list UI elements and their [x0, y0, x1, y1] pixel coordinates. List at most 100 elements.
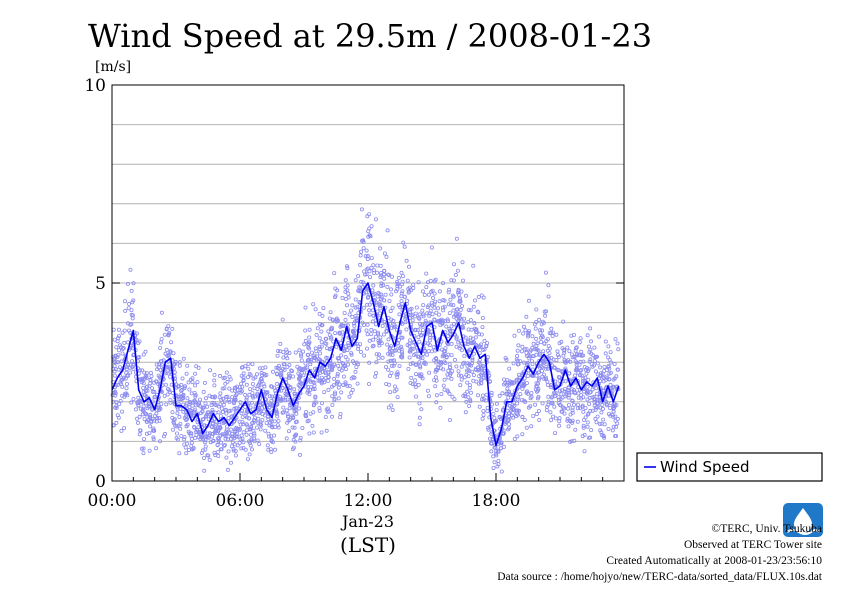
data-point — [474, 327, 479, 332]
data-point — [422, 323, 427, 328]
data-point — [443, 360, 448, 365]
data-point — [476, 310, 481, 315]
data-point — [287, 373, 292, 378]
data-point — [371, 313, 376, 318]
data-point — [395, 395, 400, 400]
data-point — [539, 339, 544, 344]
data-point — [343, 380, 348, 385]
data-point — [270, 440, 275, 445]
data-point — [133, 407, 138, 412]
data-point — [359, 279, 364, 284]
data-point — [269, 384, 274, 389]
data-point — [145, 406, 150, 411]
data-point — [141, 381, 146, 386]
data-point — [555, 349, 560, 354]
data-point — [233, 429, 238, 434]
data-point — [162, 332, 167, 337]
data-point — [400, 350, 405, 355]
data-point — [612, 402, 617, 407]
data-point — [116, 336, 121, 341]
data-point — [350, 303, 355, 308]
data-point — [410, 360, 415, 365]
data-point — [539, 368, 544, 373]
data-point — [530, 359, 535, 364]
data-point — [358, 342, 363, 347]
data-point — [222, 386, 227, 391]
data-point — [562, 406, 567, 411]
data-point — [524, 350, 529, 355]
data-point — [427, 370, 432, 375]
data-point — [593, 355, 598, 360]
data-point — [395, 287, 400, 292]
data-point — [244, 422, 249, 427]
data-point — [537, 317, 542, 322]
data-point — [294, 411, 299, 416]
data-point — [522, 360, 527, 365]
data-point — [120, 384, 125, 389]
data-point — [332, 376, 337, 381]
data-point — [445, 317, 450, 322]
data-point — [361, 280, 366, 285]
data-point — [279, 370, 284, 375]
legend-label: Wind Speed — [660, 458, 750, 476]
data-point — [389, 292, 394, 297]
data-point — [417, 415, 422, 420]
data-point — [420, 356, 425, 361]
data-point — [238, 400, 243, 405]
data-point — [418, 365, 423, 370]
data-point — [570, 408, 575, 413]
data-point — [180, 387, 185, 392]
data-point — [213, 425, 218, 430]
data-point — [516, 343, 521, 348]
data-point — [384, 254, 389, 259]
data-point — [507, 411, 512, 416]
data-point — [471, 340, 476, 345]
data-point — [330, 402, 335, 407]
data-point — [459, 377, 464, 382]
data-point — [203, 401, 208, 406]
data-point — [432, 378, 437, 383]
data-point — [530, 334, 535, 339]
data-point — [397, 305, 402, 310]
data-point — [588, 347, 593, 352]
data-point — [144, 431, 149, 436]
data-point — [369, 332, 374, 337]
data-point — [127, 328, 132, 333]
data-point — [549, 418, 554, 423]
data-point — [538, 328, 543, 333]
data-point — [427, 343, 432, 348]
data-point — [291, 437, 296, 442]
data-point — [537, 351, 542, 356]
data-point — [117, 348, 122, 353]
data-point — [196, 402, 201, 407]
data-point — [307, 346, 312, 351]
data-point — [365, 302, 370, 307]
data-point — [298, 352, 303, 357]
data-point — [441, 383, 446, 388]
data-point — [515, 353, 520, 358]
data-point — [566, 385, 571, 390]
data-point — [259, 370, 264, 375]
data-point — [248, 373, 253, 378]
data-point — [358, 253, 363, 258]
data-point — [388, 309, 393, 314]
data-point — [434, 310, 439, 315]
data-point — [535, 396, 540, 401]
data-point — [581, 423, 586, 428]
data-point — [425, 331, 430, 336]
data-point — [465, 389, 470, 394]
data-point — [526, 332, 531, 337]
data-point — [151, 428, 156, 433]
data-point — [192, 409, 197, 414]
data-point — [443, 346, 448, 351]
data-point — [197, 397, 202, 402]
data-point — [430, 288, 435, 293]
data-point — [322, 390, 327, 395]
data-point — [369, 265, 374, 270]
data-point — [159, 389, 164, 394]
data-point — [281, 350, 286, 355]
data-point — [507, 366, 512, 371]
data-point — [249, 424, 254, 429]
data-point — [162, 431, 167, 436]
data-point — [578, 336, 583, 341]
